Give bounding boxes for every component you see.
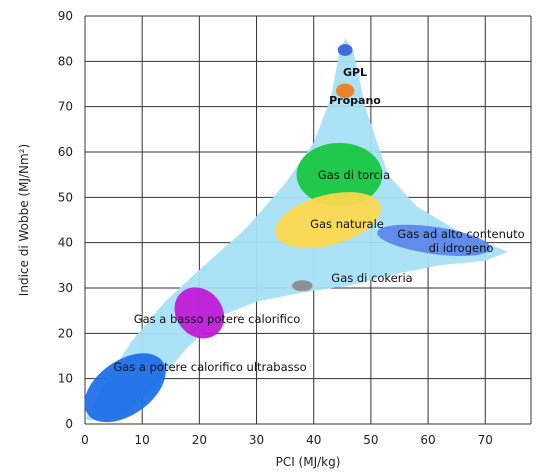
region-propano [336, 83, 355, 99]
y-tick-label: 40 [58, 236, 73, 250]
x-tick-label: 30 [249, 433, 264, 447]
region-cokeria [291, 280, 313, 292]
x-tick-label: 60 [420, 433, 435, 447]
x-tick-label: 40 [306, 433, 321, 447]
region-label: Gas di torcia [318, 168, 390, 182]
ticks-layer: 0 10 20 30 40 50 60 70 0 10 20 30 40 50 60 70 80 90 [58, 9, 493, 447]
region-label: GPL [343, 66, 367, 79]
region-label: Propano [329, 94, 381, 107]
x-axis-title: PCI (MJ/kg) [276, 455, 341, 469]
y-tick-label: 80 [58, 54, 73, 68]
x-tick-label: 50 [363, 433, 378, 447]
region-label: Gas ad alto contenuto [397, 227, 524, 241]
regions-layer [84, 44, 491, 423]
y-axis-title: Indice di Wobbe (MJ/Nm²) [17, 144, 31, 296]
labels-layer: GPL Propano Gas di torcia Gas naturale Gas a… [113, 66, 524, 374]
region-alto_idrogeno [377, 224, 491, 257]
region-label-line2: di idrogeno [429, 241, 494, 255]
region-label: Gas naturale [310, 217, 384, 231]
y-tick-label: 0 [65, 417, 73, 431]
y-tick-label: 70 [58, 100, 73, 114]
region-label: Gas a potere calorifico ultrabasso [113, 360, 306, 374]
x-tick-label: 0 [81, 433, 89, 447]
region-naturale [275, 192, 381, 248]
region-gpl [337, 44, 353, 56]
region-ultrabasso [84, 353, 166, 423]
y-tick-label: 60 [58, 145, 73, 159]
region-torcia [296, 142, 383, 207]
region-basso_potere [174, 287, 225, 339]
y-tick-label: 10 [58, 372, 73, 386]
x-tick-label: 70 [478, 433, 493, 447]
y-tick-label: 30 [58, 281, 73, 295]
x-tick-label: 10 [135, 433, 150, 447]
x-tick-label: 20 [192, 433, 207, 447]
y-tick-label: 20 [58, 326, 73, 340]
region-label: Gas di cokeria [331, 271, 412, 285]
y-tick-label: 50 [58, 190, 73, 204]
region-label: Gas a basso potere calorifico [134, 312, 301, 326]
y-tick-label: 90 [58, 9, 73, 23]
